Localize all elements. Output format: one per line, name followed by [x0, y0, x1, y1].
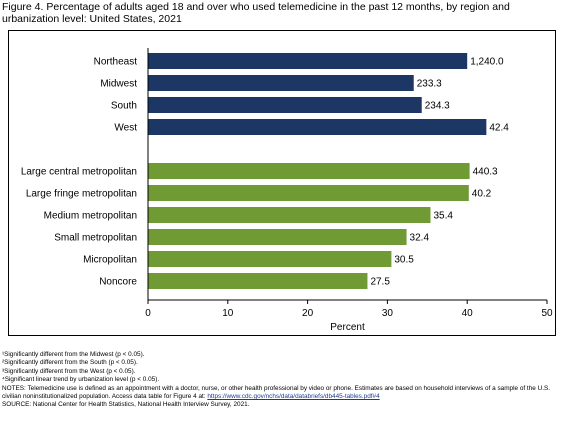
data-table-link[interactable]: https://www.cdc.gov/nchs/data/databriefs… [207, 393, 380, 401]
footnote-west: ³Significantly different from the West (… [2, 367, 136, 375]
footnote-south: ²Significantly different from the South … [2, 359, 138, 367]
x-axis-title: Percent [330, 322, 365, 333]
notes-text: NOTES: Telemedicine use is defined as an… [2, 385, 568, 402]
bar-south [148, 97, 422, 113]
x-tick-label-20: 20 [302, 308, 314, 319]
category-label-small-metropolitan: Small metropolitan [54, 233, 137, 244]
x-tick-label-50: 50 [541, 308, 553, 319]
chart-frame [8, 30, 556, 336]
bar-medium-metropolitan [148, 207, 431, 223]
value-label-midwest: 233.3 [417, 79, 442, 90]
category-label-large-central-metropolitan: Large central metropolitan [21, 167, 137, 178]
value-label-south: 234.3 [425, 101, 450, 112]
value-label-west: 42.4 [489, 123, 509, 134]
bar-small-metropolitan [148, 229, 407, 245]
figure-title: Figure 4. Percentage of adults aged 18 a… [2, 1, 510, 25]
figure-notes: ¹Significantly different from the Midwes… [2, 351, 568, 410]
bar-micropolitan [148, 251, 392, 267]
x-tick-label-40: 40 [462, 308, 474, 319]
value-label-large-central-metropolitan: 440.3 [473, 167, 498, 178]
bar-large-central-metropolitan [148, 163, 470, 179]
category-label-south: South [111, 101, 137, 112]
value-label-micropolitan: 30.5 [394, 255, 414, 266]
x-tick-label-0: 0 [145, 308, 151, 319]
footnote-midwest: ¹Significantly different from the Midwes… [2, 351, 145, 358]
bar-west [148, 119, 487, 135]
bar-midwest [148, 75, 414, 91]
value-label-noncore: 27.5 [370, 277, 390, 288]
x-tick-label-10: 10 [222, 308, 234, 319]
bar-noncore [148, 273, 368, 289]
category-label-medium-metropolitan: Medium metropolitan [44, 211, 137, 222]
bar-large-fringe-metropolitan [148, 185, 469, 201]
notes-body: NOTES: Telemedicine use is defined as an… [2, 384, 551, 401]
bar-northeast [148, 53, 468, 69]
category-label-large-fringe-metropolitan: Large fringe metropolitan [26, 189, 137, 200]
category-label-northeast: Northeast [94, 57, 138, 68]
source-text: SOURCE: National Center for Health Stati… [2, 401, 250, 409]
value-label-medium-metropolitan: 35.4 [433, 211, 453, 222]
category-label-micropolitan: Micropolitan [83, 255, 137, 266]
x-tick-label-30: 30 [382, 308, 394, 319]
category-label-west: West [114, 123, 137, 134]
bar-chart: Northeast 1,240.0 Midwest 233.3 South 234.3 We… [21, 48, 553, 333]
category-label-midwest: Midwest [100, 79, 137, 90]
value-label-northeast: 1,240.0 [470, 57, 504, 68]
value-label-small-metropolitan: 32.4 [410, 233, 430, 244]
footnote-trend: ⁴Significant linear trend by urbanizatio… [2, 376, 160, 384]
value-label-large-fringe-metropolitan: 40.2 [472, 189, 492, 200]
category-label-noncore: Noncore [99, 277, 137, 288]
